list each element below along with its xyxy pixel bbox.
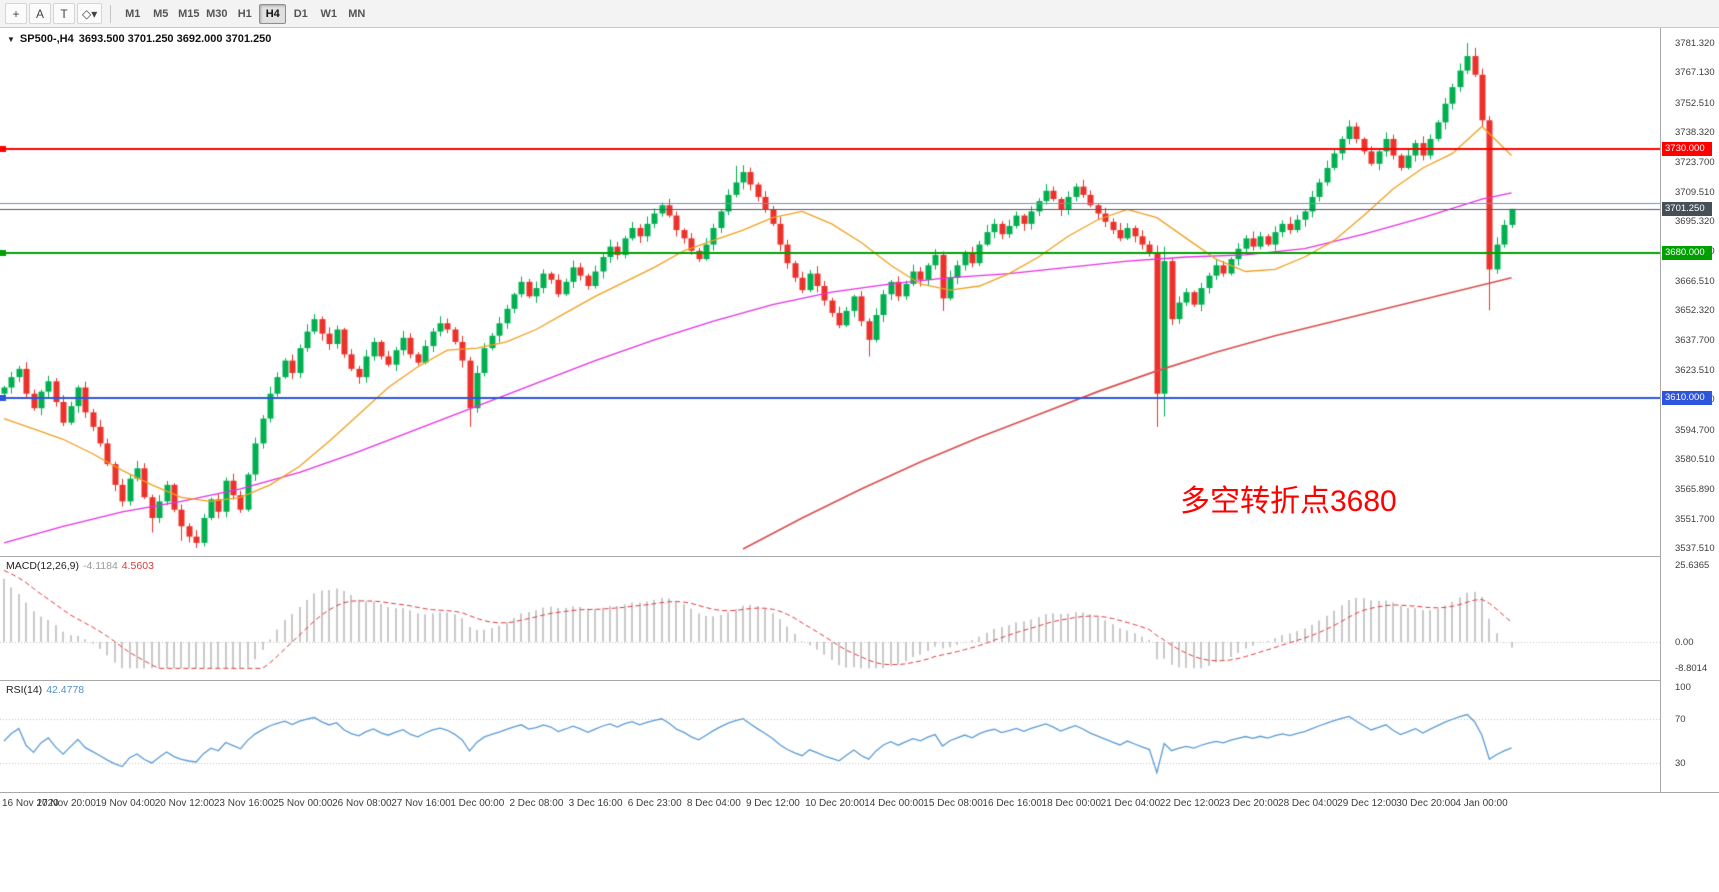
time-axis-label: 6 Dec 23:00 — [627, 798, 682, 809]
timeframe-button-m30[interactable]: M30 — [206, 7, 228, 20]
price-axis-label: 3666.510 — [1675, 275, 1715, 287]
rsi-axis-label: 100 — [1675, 682, 1691, 693]
macd-main-value: -4.1184 — [82, 560, 118, 572]
price-axis-label: 3537.510 — [1675, 543, 1715, 554]
toolbar-separator — [110, 4, 112, 23]
time-axis-label: 17 Nov 20:00 — [36, 798, 97, 809]
timeframe-button-mn[interactable]: MN — [348, 7, 366, 20]
time-axis-label: 16 Nov 2020 — [2, 798, 59, 809]
price-line-badge: 3730.000 — [1662, 142, 1712, 157]
time-axis-label: 4 Jan 00:00 — [1455, 798, 1508, 809]
chart-title: ▼ SP500-,H4 3693.500 3701.250 3692.000 3… — [7, 33, 271, 45]
time-axis-label: 19 Nov 04:00 — [95, 798, 156, 809]
time-axis-label: 29 Dec 12:00 — [1337, 798, 1397, 809]
time-axis-label: 22 Dec 12:00 — [1159, 798, 1220, 809]
time-axis-label: 23 Dec 20:00 — [1218, 798, 1279, 809]
rsi-canvas[interactable] — [0, 681, 1660, 792]
shapes-dropdown[interactable]: ◇▾ — [77, 3, 103, 24]
price-axis-label: 3781.320 — [1675, 38, 1715, 49]
price-axis-label: 3767.130 — [1675, 67, 1715, 79]
macd-signal-value: 4.5603 — [121, 560, 154, 572]
price-line-badge: 3680.000 — [1662, 245, 1712, 260]
drawing-tools-group: + A T ◇▾ — [5, 3, 103, 24]
time-axis[interactable]: 16 Nov 2020 17 Nov 20:00 19 Nov 04:00 20 No… — [0, 793, 1719, 892]
macd-axis-label: 25.6365 — [1675, 560, 1710, 571]
price-line-badge: 3610.000 — [1662, 390, 1712, 405]
symbol-caret-icon: ▼ — [7, 34, 15, 44]
time-axis-label: 9 Dec 12:00 — [745, 798, 800, 809]
time-axis-label: 21 Dec 04:00 — [1100, 798, 1161, 809]
macd-label: MACD(12,26,9) -4.1184 4.5603 — [6, 560, 154, 572]
price-axis-label: 3652.320 — [1675, 305, 1715, 317]
text-tool[interactable]: A — [29, 3, 51, 24]
time-axis-label: 14 Dec 00:00 — [864, 798, 924, 809]
price-axis-label: 3623.510 — [1675, 364, 1715, 376]
price-axis-label: 3709.510 — [1675, 186, 1715, 198]
panel-separator — [0, 792, 1719, 793]
time-axis-label: 8 Dec 04:00 — [686, 798, 741, 809]
macd-panel: MACD(12,26,9) -4.1184 4.5603 — [0, 557, 1660, 680]
time-axis-label: 3 Dec 16:00 — [568, 798, 623, 809]
price-axis-label: 3565.890 — [1675, 484, 1715, 496]
time-axis-label: 20 Nov 12:00 — [154, 798, 215, 809]
price-chart-canvas[interactable] — [0, 28, 1660, 556]
price-axis-label: 3594.700 — [1675, 424, 1715, 436]
macd-axis-label: 0.00 — [1675, 636, 1694, 648]
price-axis-label: 3738.320 — [1675, 127, 1715, 139]
rsi-name: RSI(14) — [6, 684, 43, 696]
time-axis-label: 18 Dec 00:00 — [1041, 798, 1102, 809]
price-axis-label: 3723.700 — [1675, 157, 1715, 169]
time-axis-label: 28 Dec 04:00 — [1278, 798, 1338, 809]
price-scale[interactable]: 3781.320 3767.130 3752.510 3738.320 3723.700… — [1660, 28, 1719, 792]
price-axis-label: 3637.700 — [1675, 335, 1715, 347]
symbol-label: SP500-,H4 — [19, 33, 74, 45]
timeframe-buttons-group: M1 M5 M15 M30 H1 H4 D1 W1 MN — [119, 3, 370, 24]
rsi-value: 42.4778 — [46, 684, 85, 696]
time-axis-label: 23 Nov 16:00 — [213, 798, 274, 809]
toolbar: + A T ◇▾ M1 M5 M15 M30 H1 H4 D1 W1 MN — [0, 0, 1719, 28]
rsi-axis-label: 70 — [1675, 714, 1686, 726]
time-axis-label: 16 Dec 16:00 — [982, 798, 1042, 809]
time-axis-label: 1 Dec 00:00 — [450, 798, 505, 809]
current-price-badge: 3701.250 — [1662, 201, 1712, 216]
panel-separator[interactable] — [0, 556, 1719, 557]
time-axis-label: 25 Nov 00:00 — [272, 798, 333, 809]
timeframe-button-m1[interactable]: M1 — [125, 7, 141, 20]
price-axis-label: 3752.510 — [1675, 97, 1715, 109]
timeframe-button-w1[interactable]: W1 — [320, 7, 338, 20]
time-axis-label: 30 Dec 20:00 — [1396, 798, 1456, 809]
chart-annotation-text[interactable]: 多空转折点3680 — [1180, 485, 1397, 518]
text-frame-tool[interactable]: T — [53, 3, 75, 24]
price-axis-label: 3551.700 — [1675, 513, 1715, 525]
rsi-axis-label: 30 — [1675, 757, 1686, 769]
panel-separator[interactable] — [0, 680, 1719, 681]
timeframe-button-h1[interactable]: H1 — [237, 7, 252, 20]
price-chart-panel: ▼ SP500-,H4 3693.500 3701.250 3692.000 3… — [0, 28, 1660, 556]
time-axis-label: 27 Nov 16:00 — [391, 798, 451, 809]
timeframe-button-d1[interactable]: D1 — [293, 7, 308, 20]
time-axis-label: 2 Dec 08:00 — [509, 798, 564, 809]
price-axis-label: 3695.320 — [1675, 216, 1715, 228]
time-axis-label: 10 Dec 20:00 — [805, 798, 865, 809]
crosshair-tool[interactable]: + — [5, 3, 27, 24]
timeframe-button-m15[interactable]: M15 — [178, 7, 200, 20]
macd-canvas[interactable] — [0, 557, 1660, 680]
timeframe-button-m5[interactable]: M5 — [153, 7, 169, 20]
rsi-label: RSI(14) 42.4778 — [6, 684, 84, 696]
macd-name: MACD(12,26,9) — [6, 560, 79, 572]
ohlc-values: 3693.500 3701.250 3692.000 3701.250 — [78, 33, 272, 45]
price-axis-label: 3580.510 — [1675, 453, 1715, 465]
time-axis-label: 15 Dec 08:00 — [923, 798, 983, 809]
macd-axis-label: -8.8014 — [1675, 663, 1708, 675]
timeframe-button-h4[interactable]: H4 — [259, 3, 287, 24]
rsi-panel: RSI(14) 42.4778 — [0, 681, 1660, 792]
time-axis-label: 26 Nov 08:00 — [332, 798, 392, 809]
